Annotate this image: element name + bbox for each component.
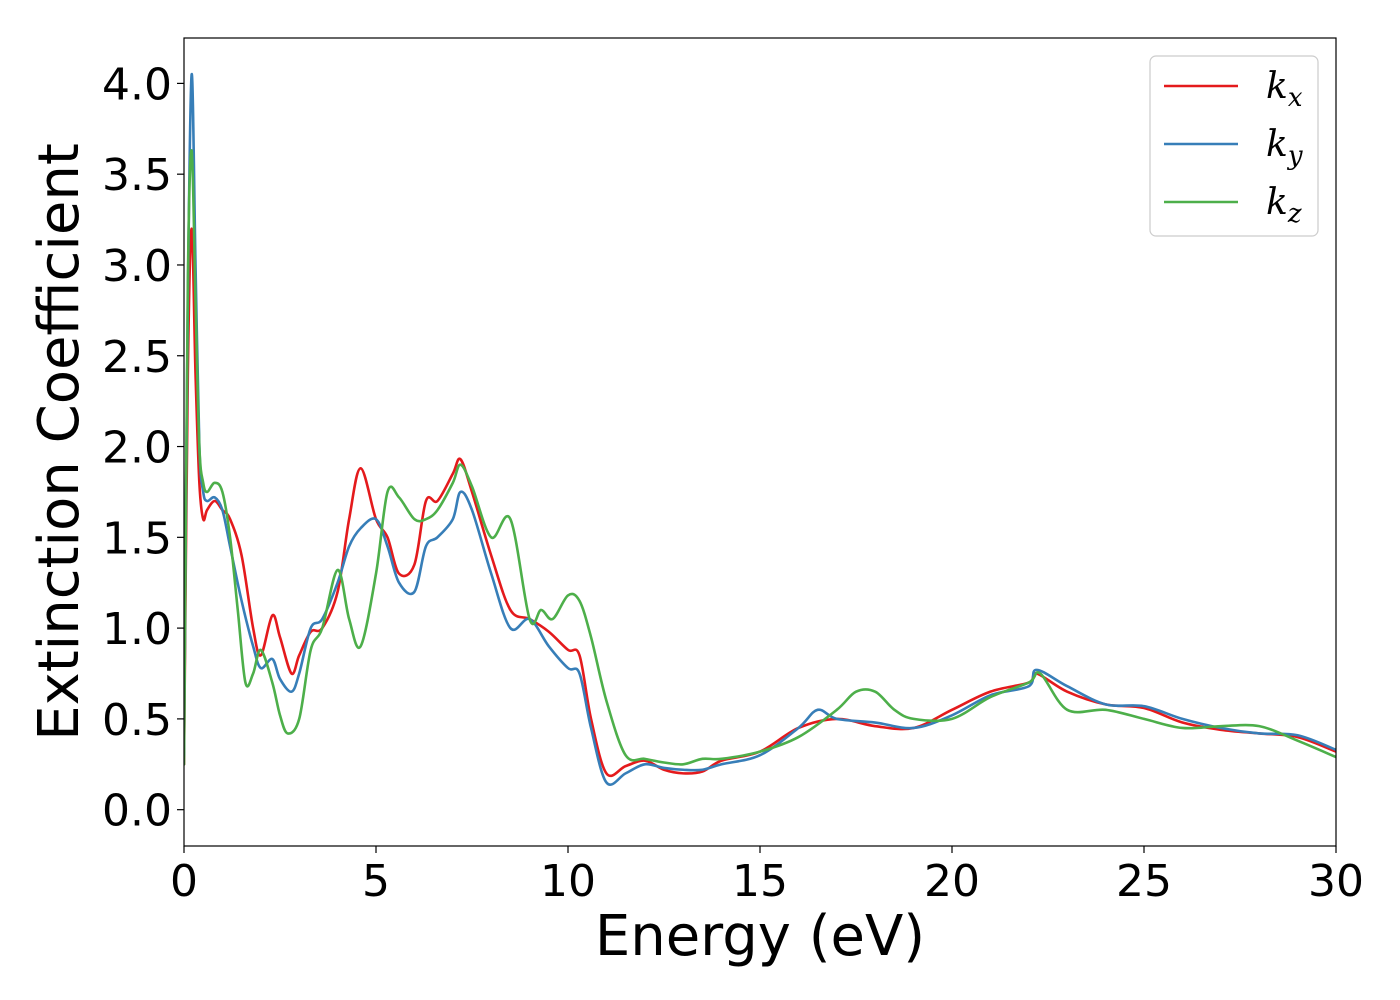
x-tick-label: 30 xyxy=(1308,856,1364,907)
legend-box xyxy=(1149,55,1319,237)
x-axis-label: Energy (eV) xyxy=(595,904,925,969)
y-axis-label: Extinction Coefficient xyxy=(27,143,92,741)
legend: kx ky kz xyxy=(1149,55,1319,237)
y-tick-label: 0.5 xyxy=(102,695,172,746)
y-tick-label: 3.0 xyxy=(102,241,172,292)
legend-label-ky: ky xyxy=(1266,124,1303,171)
x-tick-label: 20 xyxy=(924,856,980,907)
series-line-ky xyxy=(184,72,1336,786)
y-tick-label: 3.5 xyxy=(102,150,172,201)
y-tick-label: 1.0 xyxy=(102,604,172,655)
x-tick-label: 15 xyxy=(732,856,788,907)
series-line-kz xyxy=(184,149,1336,766)
legend-label-kz: kz xyxy=(1266,182,1302,229)
y-tick-label: 1.5 xyxy=(102,513,172,564)
y-tick-label: 2.5 xyxy=(102,332,172,383)
x-tick-label: 10 xyxy=(540,856,596,907)
y-tick-label: 2.0 xyxy=(102,423,172,474)
series-line-kx xyxy=(184,227,1336,778)
x-tick-label: 25 xyxy=(1116,856,1172,907)
y-tick-label: 0.0 xyxy=(102,786,172,837)
x-tick-label: 0 xyxy=(170,856,198,907)
x-tick-label: 5 xyxy=(362,856,390,907)
y-tick-label: 4.0 xyxy=(102,59,172,110)
legend-label-kx: kx xyxy=(1266,66,1303,113)
